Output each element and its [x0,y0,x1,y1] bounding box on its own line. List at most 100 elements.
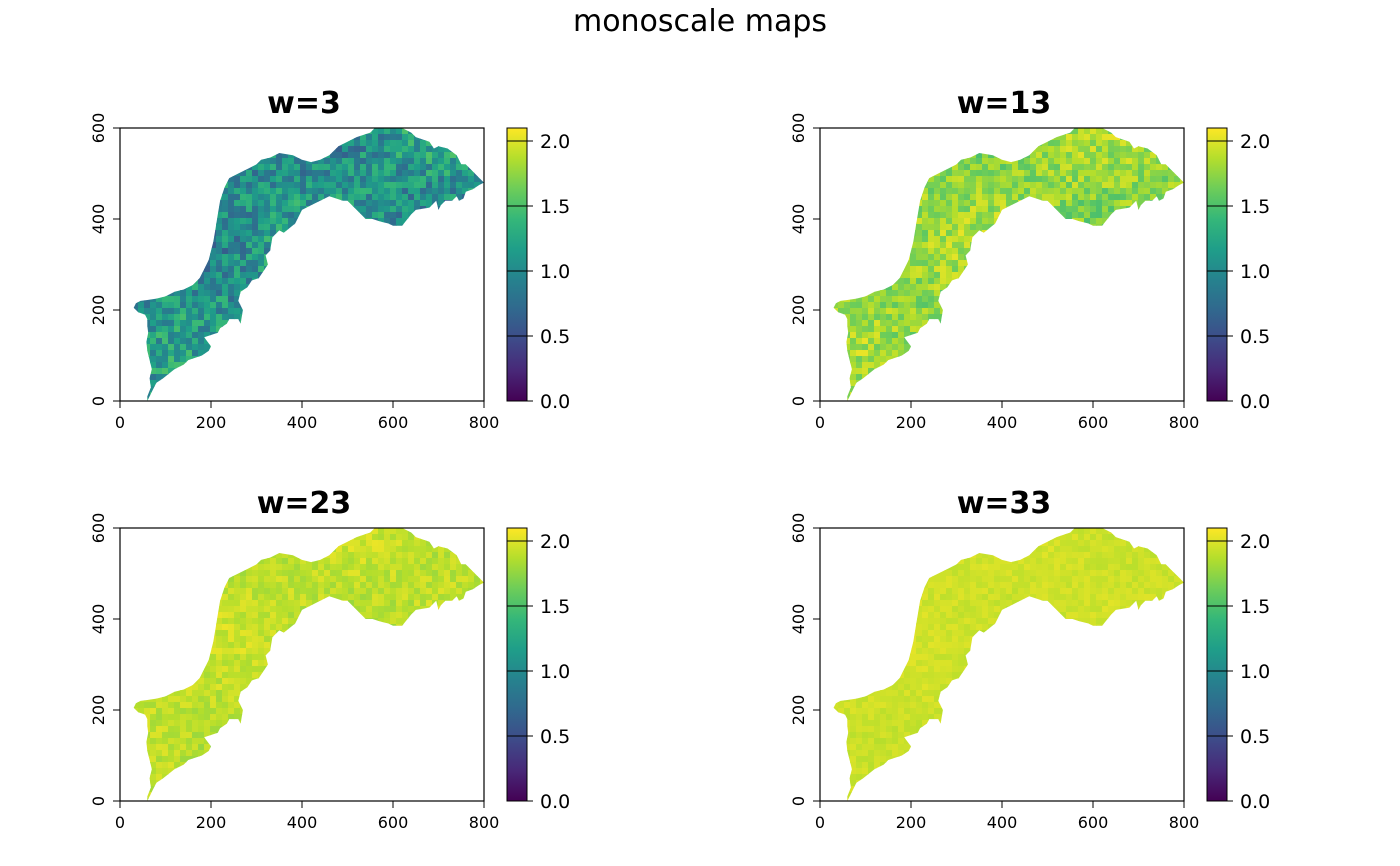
raster-cell [462,254,469,261]
raster-cell [234,356,241,363]
raster-cell [1000,236,1007,243]
raster-cell [354,350,361,357]
raster-cell [426,314,433,321]
raster-cell [1084,218,1091,225]
raster-cell [994,212,1001,219]
raster-cell [258,362,265,369]
raster-cell [844,188,851,195]
raster-cell [342,266,349,273]
raster-cell [964,308,971,315]
raster-cell [934,140,941,147]
raster-cell [312,230,319,237]
raster-cell [270,308,277,315]
raster-cell [1072,140,1079,147]
raster-cell [222,314,229,321]
raster-cell [378,140,385,147]
raster-cell [336,290,343,297]
raster-cell [390,392,397,399]
raster-cell [186,386,193,393]
raster-cell [1162,290,1169,297]
raster-cell [1132,266,1139,273]
raster-cell [198,290,205,297]
raster-cell [204,206,211,213]
raster-cell [180,320,187,327]
raster-cell [934,170,941,177]
raster-cell [1102,230,1109,237]
raster-cell [366,212,373,219]
raster-cell [144,188,151,195]
raster-cell [1006,284,1013,291]
raster-cell [874,290,881,297]
raster-cell [1000,272,1007,279]
raster-cell [946,320,953,327]
raster-cell [276,188,283,195]
raster-cell [886,164,893,171]
raster-cell [1138,188,1145,195]
raster-cell [378,260,385,267]
raster-cell [276,368,283,375]
raster-cell [1156,158,1163,165]
raster-cell [210,374,217,381]
raster-cell [228,272,235,279]
raster-cell [336,170,343,177]
raster-cell [946,212,953,219]
raster-cell [120,158,127,165]
raster-cell [378,362,385,369]
raster-cell [246,242,253,249]
raster-cell [144,344,151,351]
raster-cell [916,326,923,333]
raster-cell [216,194,223,201]
raster-cell [324,290,331,297]
raster-cell [198,374,205,381]
raster-cell [988,290,995,297]
raster-cell [354,362,361,369]
raster-cell [336,254,343,261]
raster-cell [414,314,421,321]
raster-cell [234,362,241,369]
raster-cell [150,170,157,177]
raster-cell [240,332,247,339]
raster-cell [1054,206,1061,213]
raster-cell [910,176,917,183]
raster-cell [1012,236,1019,243]
raster-cell [186,326,193,333]
raster-cell [288,194,295,201]
raster-cell [868,338,875,345]
raster-cell [402,242,409,249]
raster-cell [1006,218,1013,225]
raster-cell [976,260,983,267]
raster-cell [1180,152,1184,159]
raster-cell [856,338,863,345]
raster-cell [240,194,247,201]
raster-cell [294,140,301,147]
raster-cell [342,344,349,351]
raster-cell [390,242,397,249]
raster-cell [868,128,875,135]
raster-cell [1120,302,1127,309]
raster-cell [1084,128,1091,135]
raster-cell [402,188,409,195]
raster-cell [270,362,277,369]
raster-cell [916,254,923,261]
raster-cell [234,350,241,357]
raster-cell [228,392,235,399]
raster-cell [186,224,193,231]
raster-cell [156,182,163,189]
raster-cell [174,278,181,285]
raster-cell [1000,200,1007,207]
raster-cell [928,248,935,255]
raster-cell [910,230,917,237]
raster-cell [336,218,343,225]
raster-cell [1066,284,1073,291]
raster-cell [1102,242,1109,249]
raster-cell [1066,314,1073,321]
raster-cell [240,254,247,261]
raster-cell [1018,128,1025,135]
raster-cell [1072,242,1079,249]
raster-cell [886,284,893,291]
raster-cell [976,278,983,285]
raster-cell [264,152,271,159]
raster-cell [276,296,283,303]
raster-cell [228,248,235,255]
raster-cell [174,164,181,171]
